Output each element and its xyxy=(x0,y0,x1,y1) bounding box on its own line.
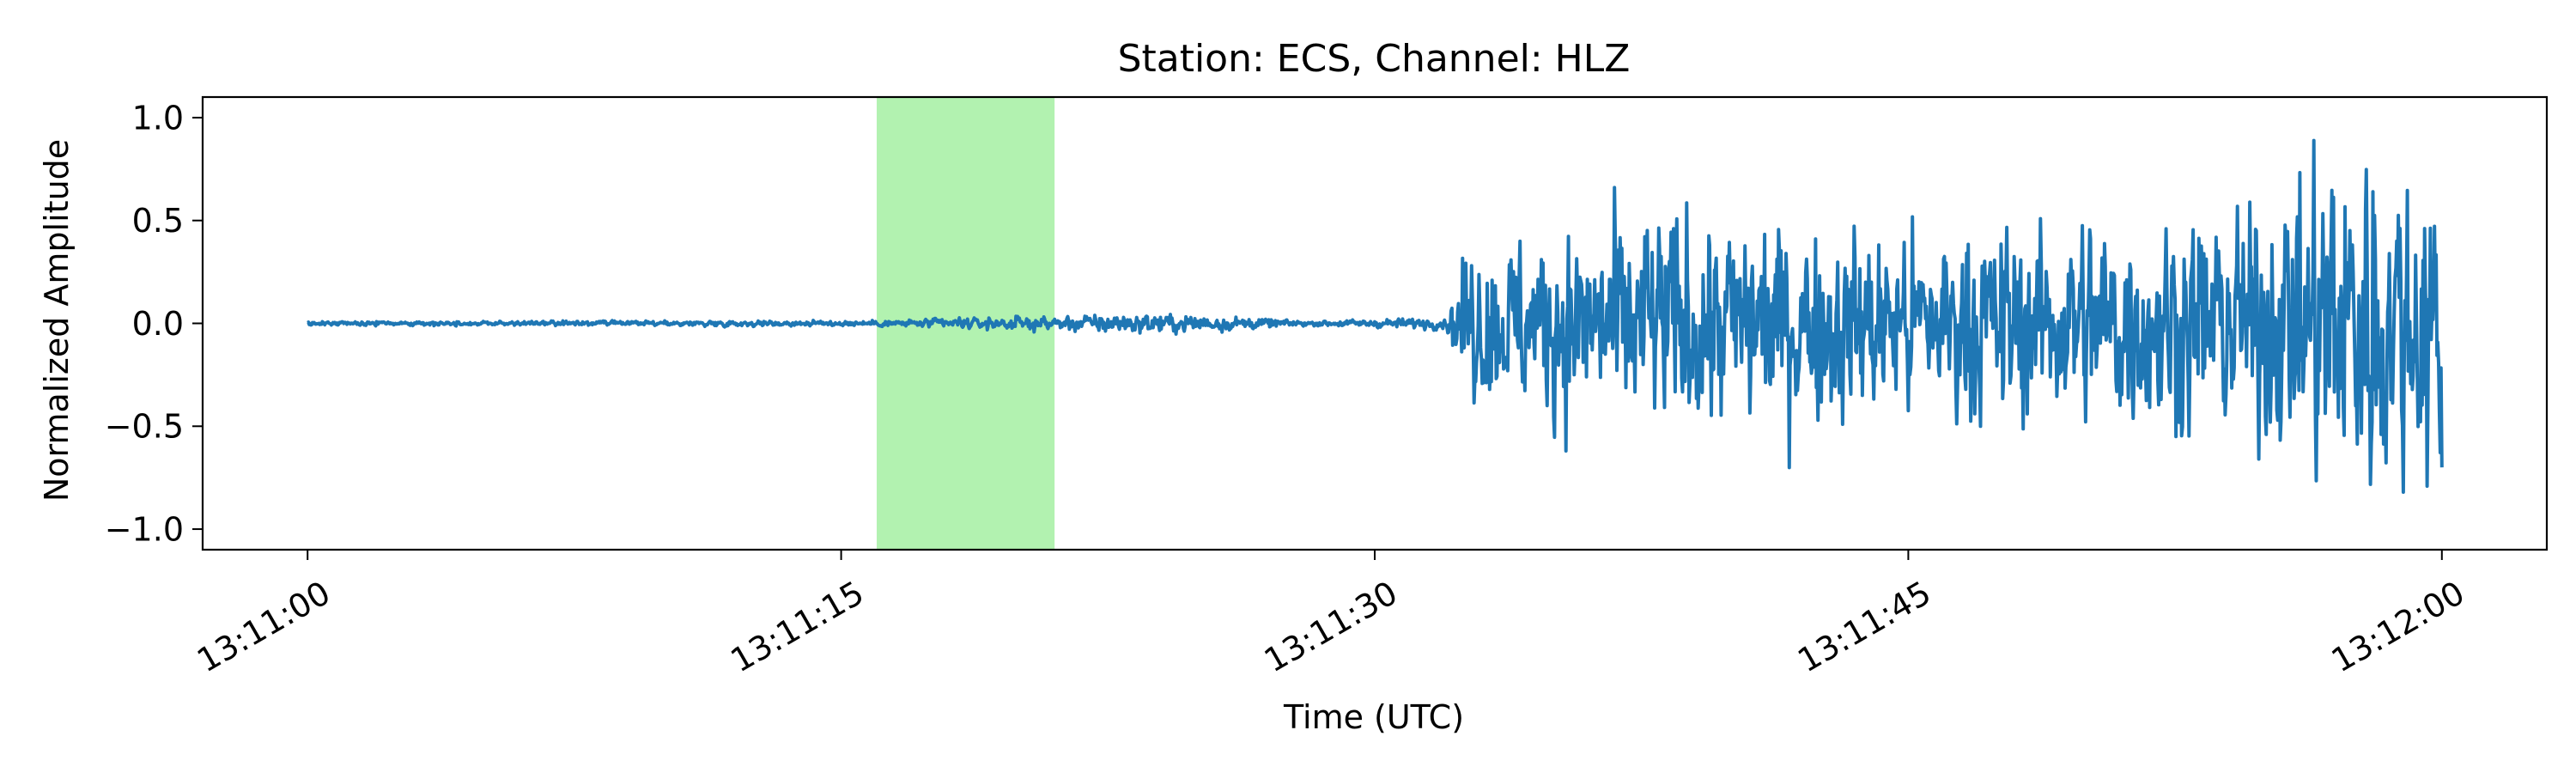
y-tick-label: 0.0 xyxy=(132,305,184,343)
y-tick-label: −0.5 xyxy=(105,408,184,446)
chart-title: Station: ECS, Channel: HLZ xyxy=(1118,37,1631,81)
waveform-line xyxy=(307,138,2444,494)
y-tick-label: −1.0 xyxy=(105,510,184,548)
plot-area xyxy=(201,95,2549,551)
y-tick-label: 1.0 xyxy=(132,99,184,137)
y-axis-label: Normalized Amplitude xyxy=(38,139,76,502)
y-axis: 1.0 0.5 0.0 −0.5 −1.0 xyxy=(105,99,203,548)
x-axis-label: Time (UTC) xyxy=(1283,698,1464,736)
y-tick-label: 0.5 xyxy=(132,202,184,240)
